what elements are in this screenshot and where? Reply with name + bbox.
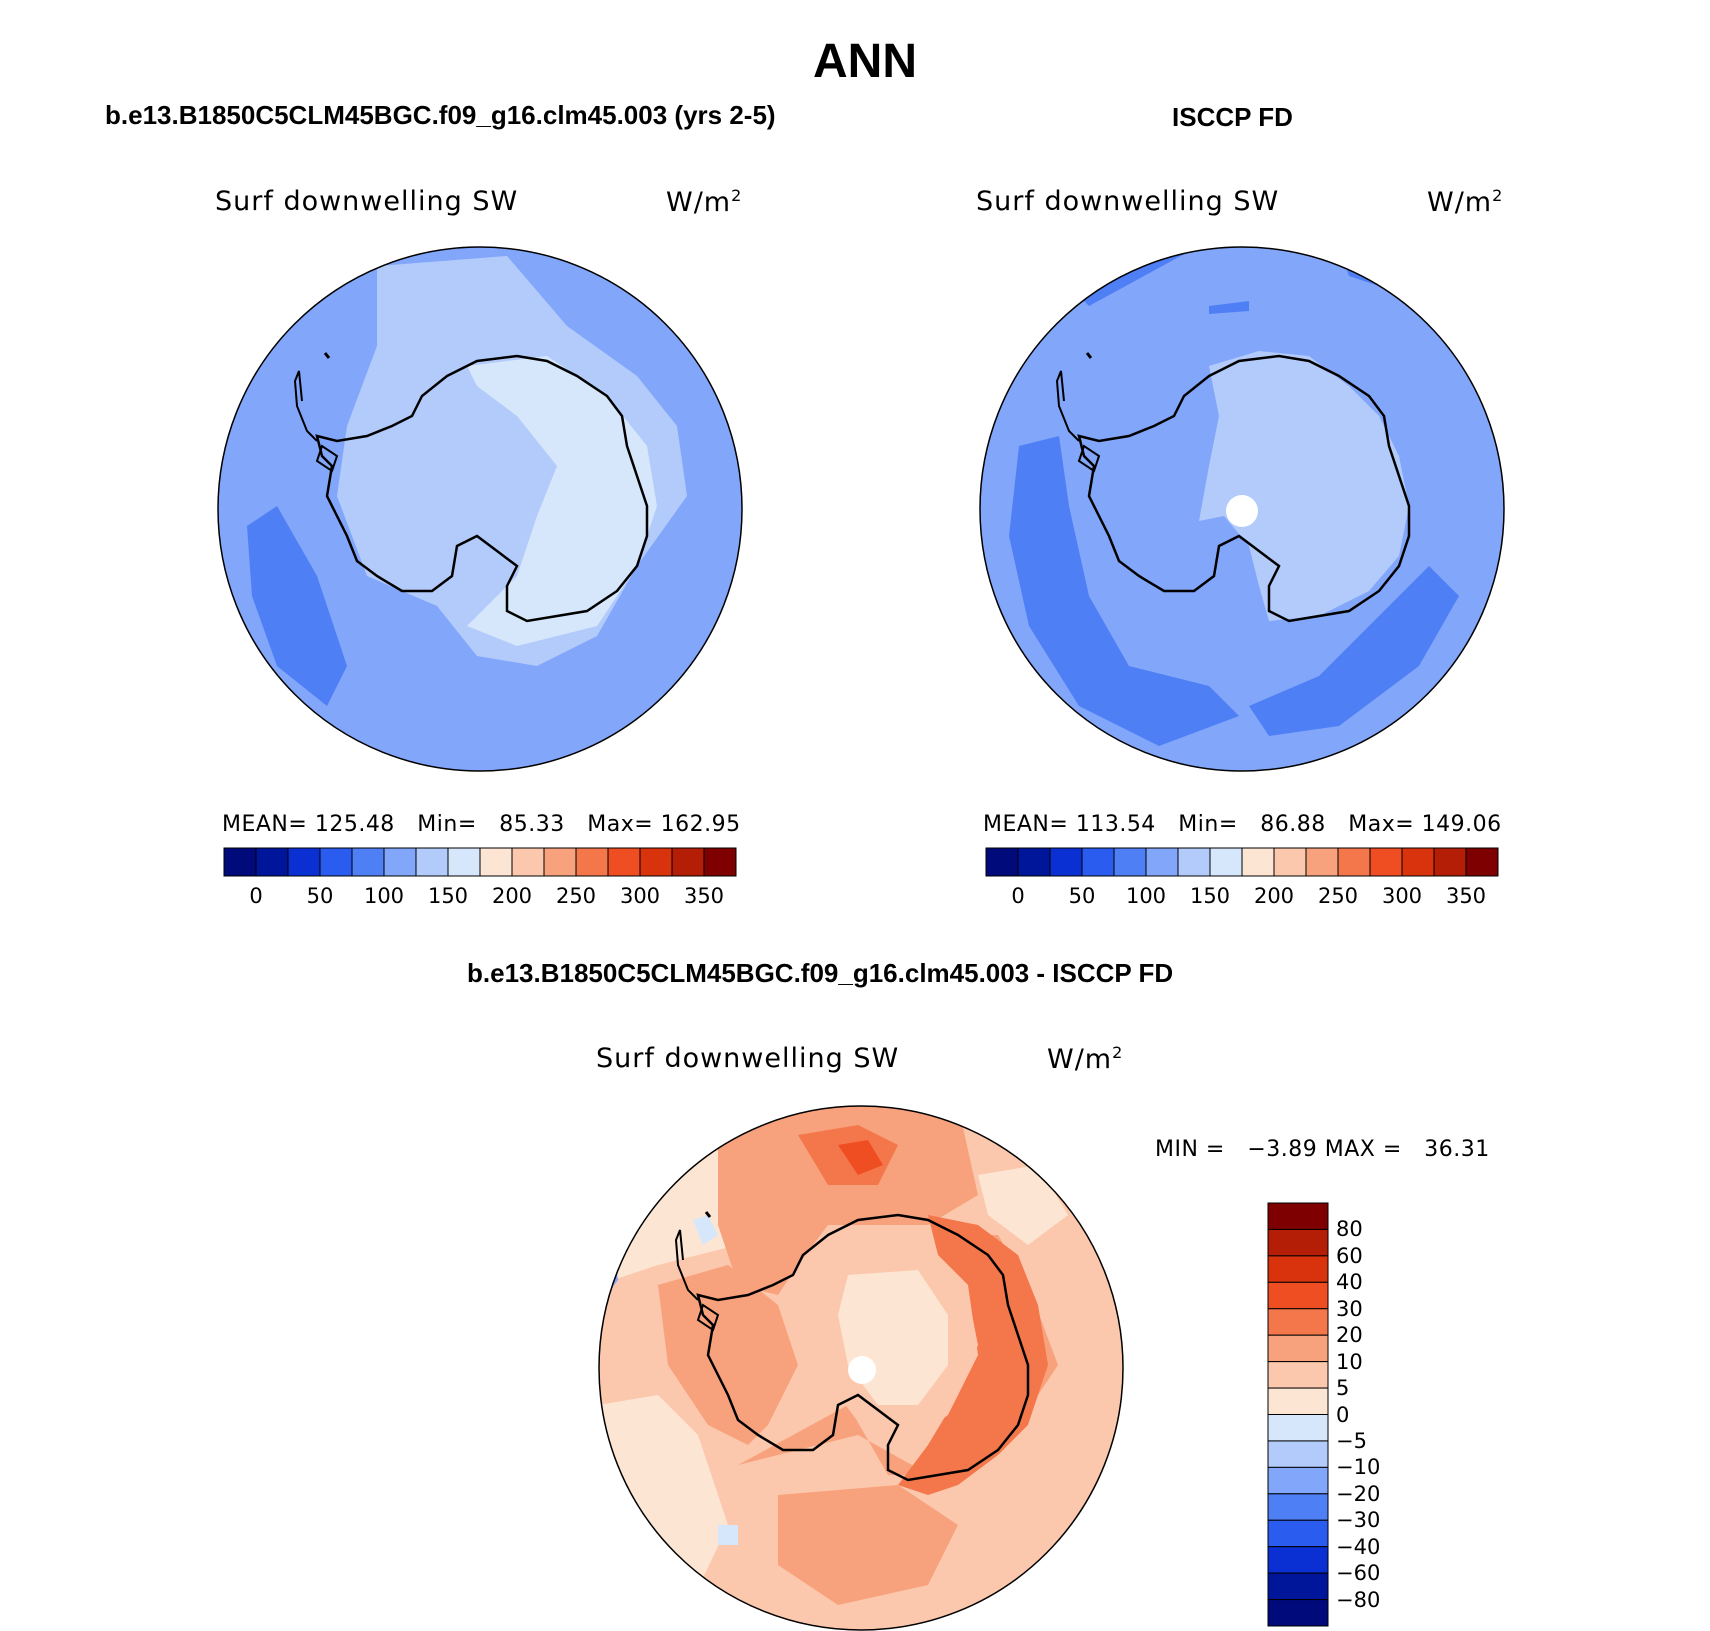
- colorbar-swatch: [383, 847, 417, 877]
- colorbar-swatch: [1401, 847, 1435, 877]
- colorbar-tick-label: −40: [1336, 1534, 1381, 1559]
- colorbar-tick-label: 300: [1381, 884, 1423, 908]
- colorbar-tick-label: 50: [1068, 884, 1096, 908]
- colorbar-swatch: [351, 847, 385, 877]
- colorbar-tick-label: −60: [1336, 1561, 1381, 1586]
- colorbar-tick-label: 100: [363, 884, 405, 908]
- colorbar-swatch: [479, 847, 513, 877]
- colorbar-tick-label: −80: [1336, 1587, 1381, 1612]
- colorbar-swatch: [703, 847, 737, 877]
- colorbar-tick-label: 350: [1445, 884, 1487, 908]
- colorbar-tick-label: 0: [249, 884, 263, 908]
- panel-1-units: W/m2: [666, 186, 743, 218]
- colorbar-swatch: [1465, 847, 1499, 877]
- panel-2-variable: Surf downwelling SW: [976, 186, 1280, 217]
- colorbar-swatch: [447, 847, 481, 877]
- colorbar-tick-label: −20: [1336, 1481, 1381, 1506]
- colorbar-swatch: [543, 847, 577, 877]
- colorbar-tick-label: 250: [1317, 884, 1359, 908]
- colorbar-swatch: [1267, 1440, 1329, 1468]
- colorbar-tick-label: 50: [306, 884, 334, 908]
- colorbar-swatch: [1433, 847, 1467, 877]
- colorbar-swatch: [287, 847, 321, 877]
- colorbar-swatch: [1267, 1255, 1329, 1283]
- panel-1-title: b.e13.B1850C5CLM45BGC.f09_g16.clm45.003 …: [105, 100, 776, 130]
- colorbar-swatch: [1267, 1387, 1329, 1415]
- map-isccp-polar: [979, 246, 1505, 772]
- colorbar-swatch: [1145, 847, 1179, 877]
- colorbar-swatch: [1267, 1334, 1329, 1363]
- colorbar-swatch: [511, 847, 545, 877]
- colorbar-swatch: [1113, 847, 1147, 877]
- colorbar-tick-label: 80: [1336, 1217, 1363, 1242]
- colorbar-swatch: [223, 847, 257, 877]
- map-model-polar: [217, 246, 743, 772]
- colorbar-tick-label: 200: [491, 884, 533, 908]
- colorbar-swatch: [607, 847, 641, 877]
- colorbar-swatch: [1177, 847, 1211, 877]
- panel-3-title: b.e13.B1850C5CLM45BGC.f09_g16.clm45.003 …: [467, 958, 1174, 988]
- panel-3-stats: MIN = −3.89 MAX = 36.31: [1155, 1137, 1490, 1162]
- colorbar-swatch: [1267, 1414, 1329, 1442]
- colorbar-swatch: [1267, 1599, 1329, 1627]
- colorbar-swatch: [1267, 1202, 1329, 1230]
- colorbar-tick-label: 350: [683, 884, 725, 908]
- colorbar-swatch: [985, 847, 1019, 877]
- panel-1-stats: MEAN= 125.48 Min= 85.33 Max= 162.95: [222, 812, 741, 837]
- panel-2-title: ISCCP FD: [1172, 102, 1293, 132]
- colorbar-swatch: [1267, 1308, 1329, 1336]
- colorbar-swatch: [1267, 1466, 1329, 1495]
- panel-2-units: W/m2: [1427, 186, 1504, 218]
- colorbar-tick-label: 0: [1011, 884, 1025, 908]
- colorbar-model: [223, 847, 737, 877]
- colorbar-tick-label: 150: [427, 884, 469, 908]
- colorbar-tick-label: −10: [1336, 1455, 1381, 1480]
- colorbar-swatch: [319, 847, 353, 877]
- colorbar-swatch: [1305, 847, 1339, 877]
- colorbar-tick-label: 20: [1336, 1323, 1363, 1348]
- colorbar-swatch: [255, 847, 289, 877]
- colorbar-swatch: [1267, 1493, 1329, 1521]
- colorbar-tick-label: 5: [1336, 1376, 1350, 1401]
- colorbar-swatch: [1267, 1228, 1329, 1257]
- colorbar-swatch: [1049, 847, 1083, 877]
- colorbar-swatch: [1267, 1281, 1329, 1310]
- colorbar-tick-label: 40: [1336, 1270, 1363, 1295]
- colorbar-swatch: [671, 847, 705, 877]
- colorbar-swatch: [1337, 847, 1371, 877]
- colorbar-swatch: [415, 847, 449, 877]
- panel-3-units: W/m2: [1047, 1043, 1124, 1075]
- colorbar-tick-label: 0: [1336, 1402, 1350, 1427]
- colorbar-tick-label: −5: [1336, 1428, 1367, 1453]
- panel-1-variable: Surf downwelling SW: [215, 186, 519, 217]
- colorbar-swatch: [1209, 847, 1243, 877]
- colorbar-isccp: [985, 847, 1499, 877]
- colorbar-tick-label: 10: [1336, 1349, 1363, 1374]
- colorbar-tick-label: 250: [555, 884, 597, 908]
- colorbar-tick-label: −30: [1336, 1508, 1381, 1533]
- panel-3-variable: Surf downwelling SW: [596, 1043, 900, 1074]
- colorbar-swatch: [1267, 1361, 1329, 1389]
- colorbar-tick-label: 60: [1336, 1243, 1363, 1268]
- colorbar-difference: [1267, 1202, 1329, 1627]
- colorbar-tick-label: 30: [1336, 1296, 1363, 1321]
- colorbar-swatch: [1081, 847, 1115, 877]
- panel-2-stats: MEAN= 113.54 Min= 86.88 Max= 149.06: [983, 812, 1502, 837]
- colorbar-swatch: [1273, 847, 1307, 877]
- colorbar-tick-label: 150: [1189, 884, 1231, 908]
- colorbar-swatch: [1369, 847, 1403, 877]
- colorbar-swatch: [575, 847, 609, 877]
- colorbar-tick-label: 200: [1253, 884, 1295, 908]
- figure-title: ANN: [813, 35, 917, 88]
- colorbar-swatch: [1267, 1519, 1329, 1548]
- colorbar-swatch: [1267, 1572, 1329, 1601]
- map-difference-polar: [598, 1105, 1124, 1631]
- colorbar-swatch: [1017, 847, 1051, 877]
- colorbar-tick-label: 300: [619, 884, 661, 908]
- colorbar-swatch: [1241, 847, 1275, 877]
- colorbar-tick-label: 100: [1125, 884, 1167, 908]
- colorbar-swatch: [1267, 1546, 1329, 1574]
- colorbar-swatch: [639, 847, 673, 877]
